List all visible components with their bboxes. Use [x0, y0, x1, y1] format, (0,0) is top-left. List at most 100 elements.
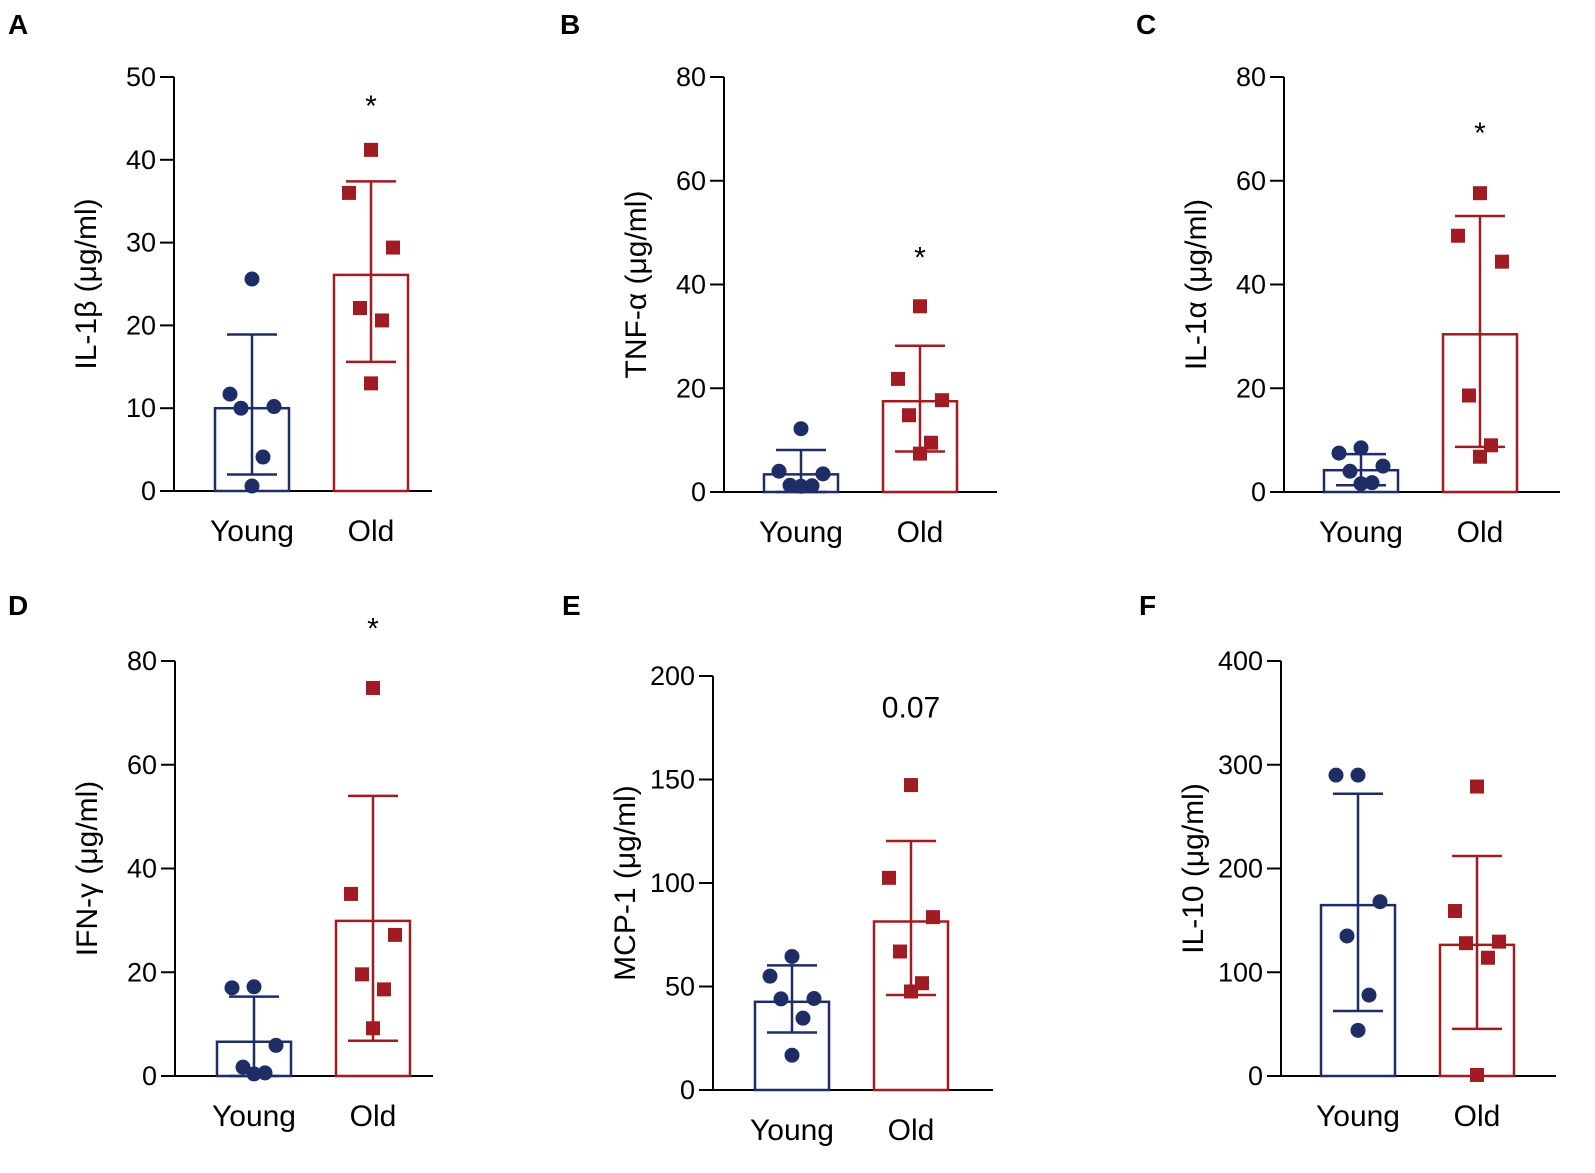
y-tick-label: 150: [650, 765, 695, 795]
data-point-young: [244, 271, 260, 287]
data-point-young: [1353, 440, 1369, 456]
panel-f: F 0 100 200 300 400 IL-10 (μg/ml) Young Old: [1139, 590, 1556, 1133]
panel-letter: F: [1139, 590, 1156, 621]
panel-c: C 0 20 40 60 80 IL-1α (μg/ml) Young Old *: [1136, 9, 1560, 549]
data-point-old: [1484, 438, 1498, 453]
x-category-label: Young: [210, 515, 294, 548]
data-point-old: [1481, 950, 1495, 965]
y-axis-label: IL-10 (μg/ml): [1177, 783, 1210, 954]
data-point-old: [344, 886, 358, 901]
y-tick-label: 40: [126, 145, 156, 175]
y-tick-label: 0: [1251, 477, 1266, 507]
data-point-old: [882, 870, 896, 885]
data-point-old: [1473, 449, 1487, 464]
y-tick-label: 200: [1218, 854, 1263, 884]
panel-letter: D: [8, 590, 28, 621]
data-point-old: [913, 446, 927, 461]
data-point-young: [1331, 445, 1347, 461]
data-point-young: [804, 478, 820, 494]
data-point-old: [1470, 779, 1484, 794]
y-tick-label: 200: [650, 661, 695, 691]
y-tick-label: 60: [1236, 166, 1266, 196]
y-axis-label: IL-1α (μg/ml): [1180, 199, 1213, 370]
data-point-old: [388, 927, 402, 942]
y-tick-label: 30: [126, 228, 156, 258]
data-point-young: [1353, 476, 1369, 492]
x-category-label: Young: [212, 1100, 296, 1133]
data-point-young: [1375, 458, 1391, 474]
data-point-old: [355, 967, 369, 982]
data-point-old: [935, 393, 949, 408]
data-point-old: [1495, 254, 1509, 269]
data-point-old: [375, 313, 389, 328]
data-point-young: [1364, 475, 1380, 491]
y-tick-label: 20: [127, 957, 157, 987]
x-category-label: Young: [750, 1114, 834, 1147]
data-point-young: [784, 1047, 800, 1063]
y-tick-label: 60: [127, 750, 157, 780]
x-category-label: Old: [897, 516, 944, 549]
panel-letter: A: [8, 9, 28, 40]
data-point-young: [806, 991, 822, 1007]
y-tick-label: 80: [1236, 62, 1266, 92]
x-category-label: Old: [348, 515, 395, 548]
panel-a: A 0 10 20 30 40 50 IL-1β (μg/ml) Young Old *: [8, 9, 432, 548]
data-point-young: [224, 980, 240, 996]
x-category-label: Old: [888, 1114, 935, 1147]
y-tick-label: 40: [676, 270, 706, 300]
data-point-old: [904, 778, 918, 793]
x-category-label: Young: [1316, 1100, 1400, 1133]
data-point-young: [235, 1059, 251, 1075]
y-tick-label: 50: [126, 62, 156, 92]
data-point-young: [782, 477, 798, 493]
y-axis-label: IL-1β (μg/ml): [70, 198, 103, 369]
y-axis-label: IFN-γ (μg/ml): [71, 781, 104, 957]
data-point-old: [1462, 388, 1476, 403]
y-tick-label: 40: [127, 854, 157, 884]
data-point-young: [771, 463, 787, 479]
data-point-young: [233, 400, 249, 416]
data-point-old: [386, 240, 400, 255]
data-point-old: [353, 301, 367, 316]
data-point-young: [795, 1010, 811, 1026]
panel-letter: E: [562, 590, 581, 621]
data-point-young: [266, 399, 282, 415]
data-point-old: [366, 1021, 380, 1036]
y-tick-label: 100: [650, 868, 695, 898]
data-point-young: [246, 1066, 262, 1082]
y-tick-label: 80: [127, 646, 157, 676]
panel-d: D 0 20 40 60 80 IFN-γ (μg/ml) Young Old *: [8, 590, 433, 1133]
data-point-old: [1451, 228, 1465, 243]
data-point-young: [762, 968, 778, 984]
data-point-old: [1470, 1067, 1484, 1082]
data-point-old: [342, 185, 356, 200]
y-tick-label: 20: [676, 373, 706, 403]
data-point-young: [815, 466, 831, 482]
panel-letter: B: [560, 9, 580, 40]
data-point-old: [377, 982, 391, 997]
data-point-old: [904, 984, 918, 999]
y-tick-label: 0: [680, 1075, 695, 1105]
y-axis-label: TNF-α (μg/ml): [620, 191, 653, 379]
data-point-old: [924, 435, 938, 450]
data-point-young: [246, 979, 262, 995]
data-point-young: [1350, 767, 1366, 783]
data-point-old: [902, 408, 916, 423]
y-tick-label: 60: [676, 166, 706, 196]
data-point-young: [1361, 987, 1377, 1003]
data-point-old: [364, 142, 378, 157]
data-point-old: [915, 976, 929, 991]
data-point-old: [1473, 186, 1487, 201]
data-point-young: [268, 1037, 284, 1053]
y-tick-label: 20: [1236, 373, 1266, 403]
data-point-old: [913, 299, 927, 314]
x-category-label: Old: [350, 1100, 397, 1133]
data-point-young: [1350, 1022, 1366, 1038]
x-category-label: Old: [1454, 1100, 1501, 1133]
data-point-young: [1328, 767, 1344, 783]
y-tick-label: 0: [1248, 1061, 1263, 1091]
panel-b: B 0 20 40 60 80 TNF-α (μg/ml) Young Old *: [560, 9, 997, 549]
data-point-old: [364, 376, 378, 391]
data-point-old: [893, 944, 907, 959]
